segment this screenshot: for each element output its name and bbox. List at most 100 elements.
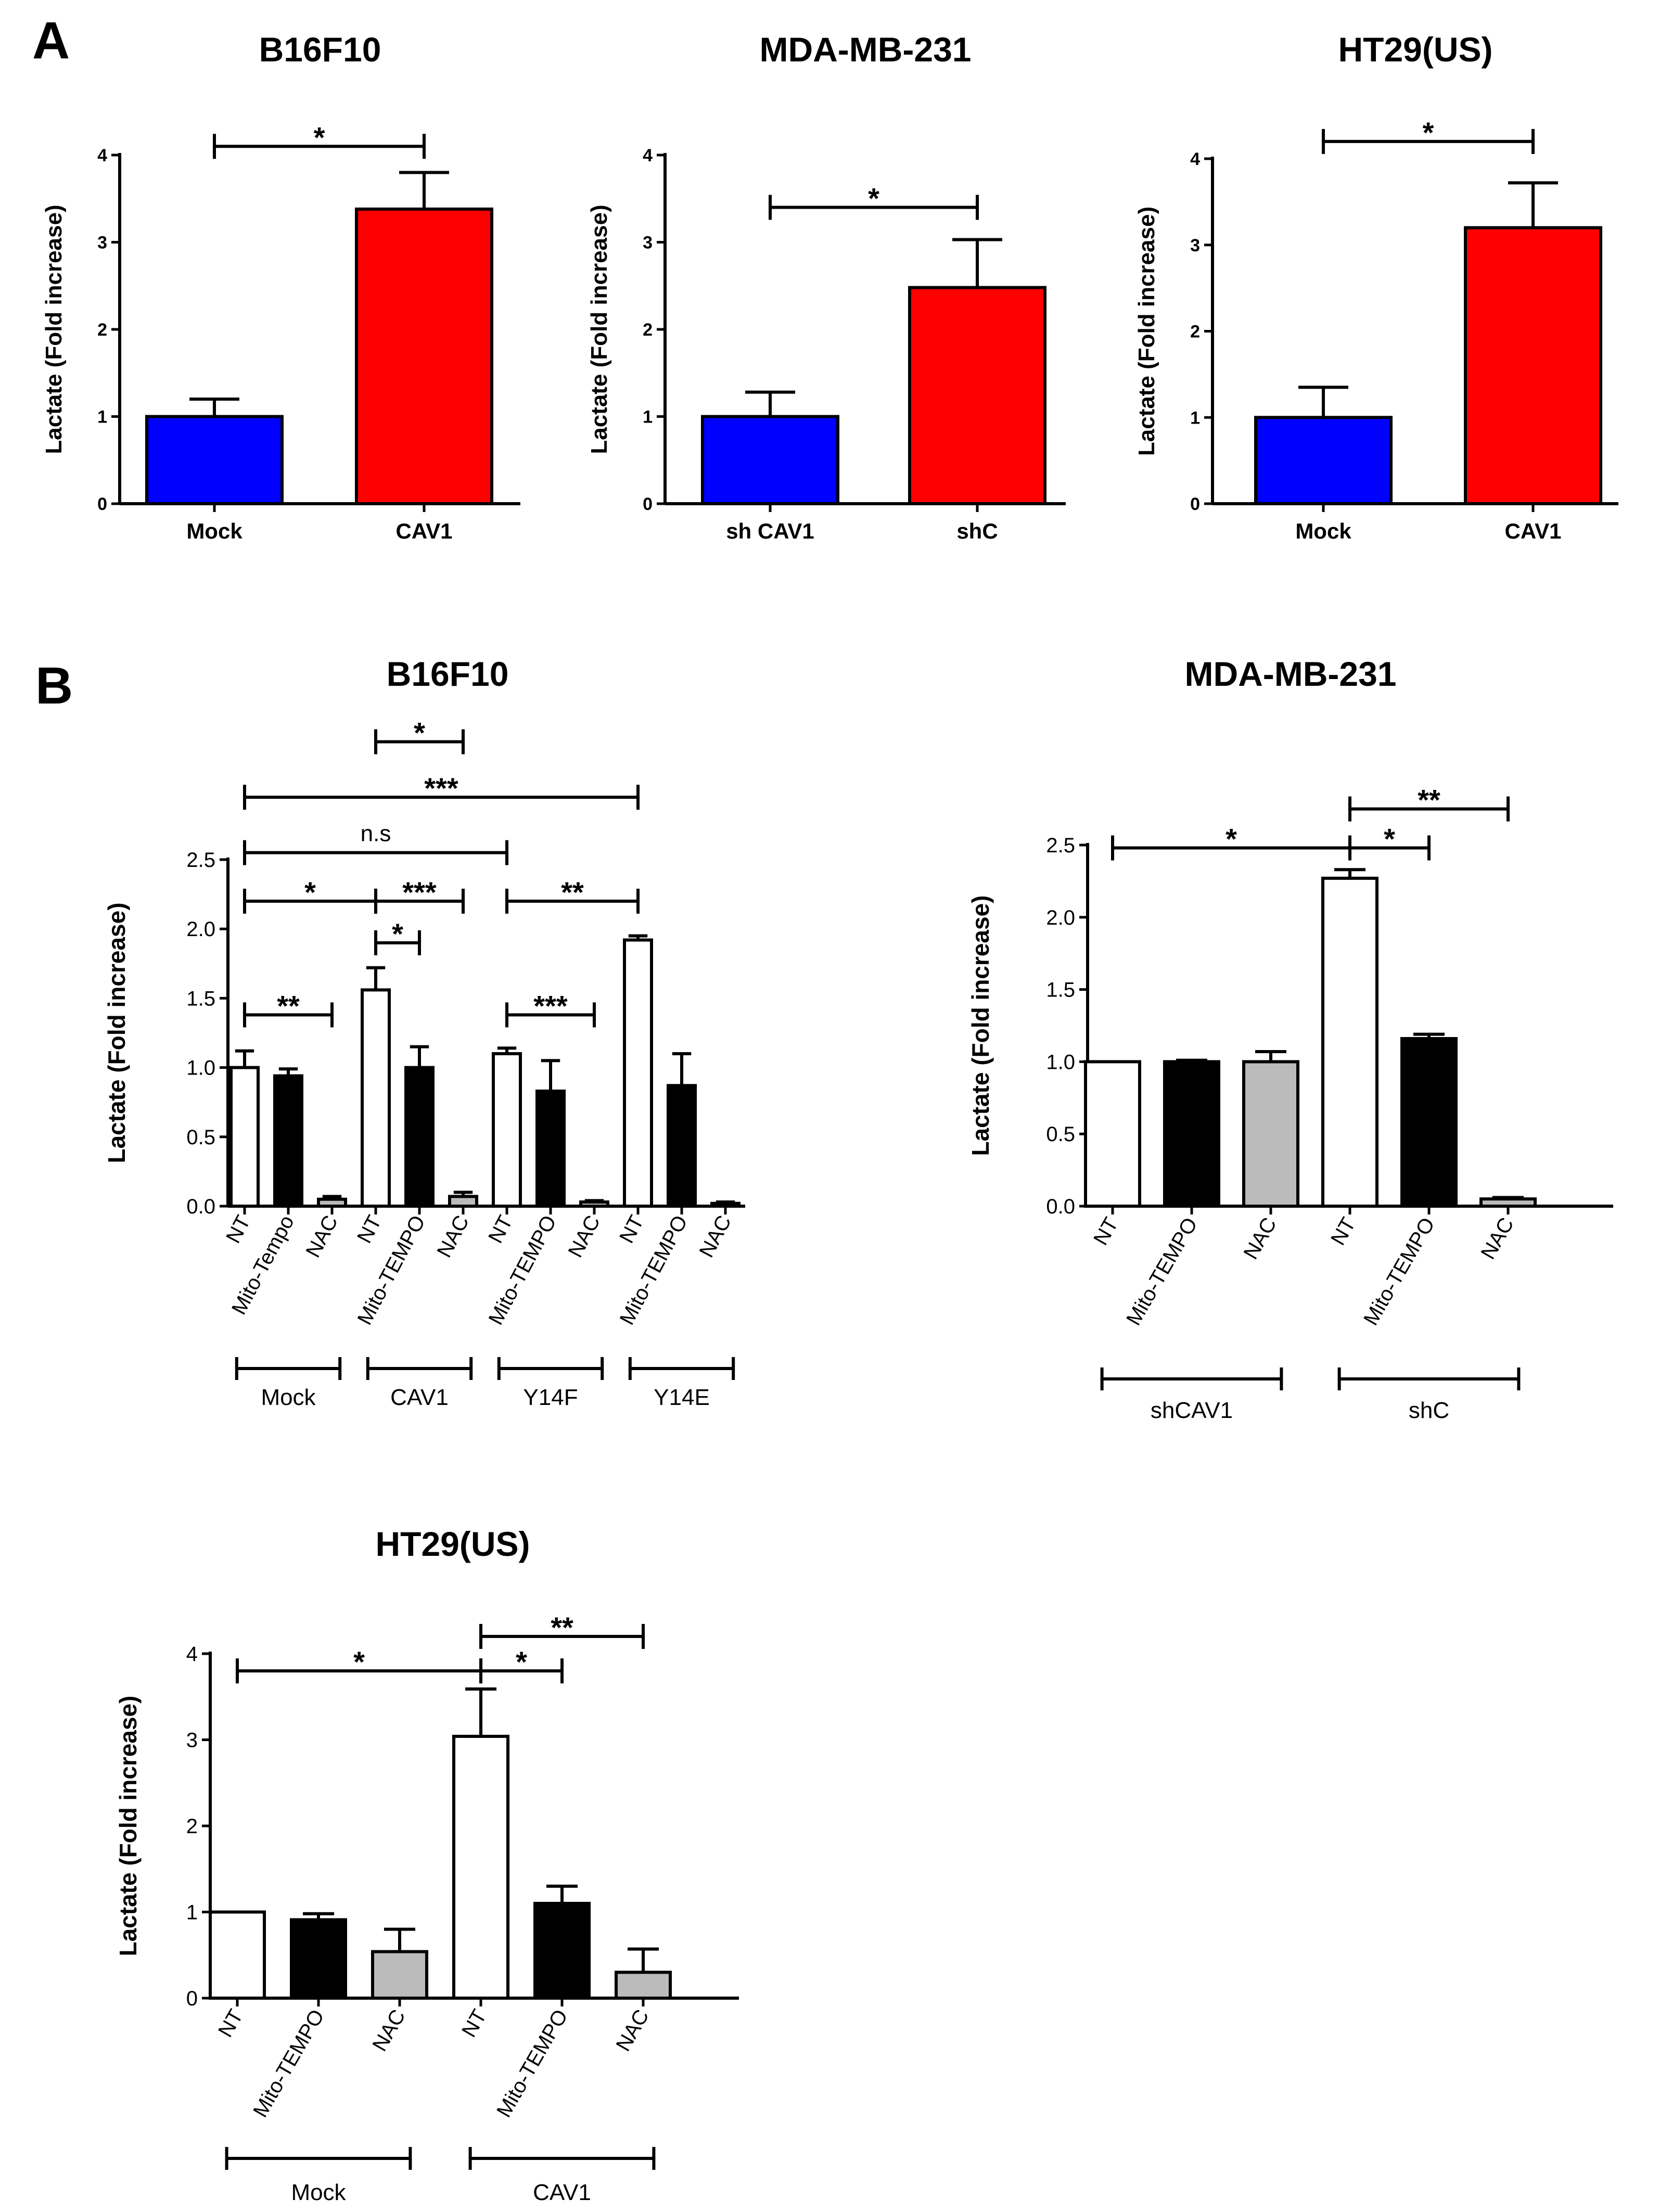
- bar: [533, 1901, 591, 2000]
- y-axis-label: Lactate (Fold increase): [41, 204, 67, 454]
- chart-a3: HT29(US) Lactate (Fold increase) 0 1 2 3 4 Mock…: [1134, 30, 1618, 543]
- y-tick-label: 1.0: [186, 1057, 215, 1080]
- category-label: NAC: [611, 2006, 653, 2055]
- chart-a1: B16F10 Lactate (Fold increase) 0 1 2 3 4 Mock CA…: [41, 30, 520, 543]
- bar: [579, 1200, 609, 1208]
- y-axis-label: Lactate (Fold increase): [586, 204, 612, 454]
- category-label: NAC: [1239, 1214, 1281, 1263]
- category-label: NT: [615, 1212, 648, 1247]
- y-tick-label: 1: [643, 407, 653, 427]
- significance-label: *: [314, 121, 325, 154]
- bar: [710, 1201, 741, 1208]
- category-label: NT: [457, 2006, 491, 2041]
- y-tick-label: 1: [186, 1901, 198, 1924]
- bar: [448, 1195, 478, 1208]
- y-tick-label: 3: [1190, 236, 1200, 255]
- bar: [355, 207, 493, 506]
- category-label: NT: [484, 1212, 517, 1247]
- y-tick-label: 2.5: [1046, 834, 1075, 857]
- bar: [1479, 1197, 1537, 1208]
- chart-title: HT29(US): [375, 1525, 530, 1563]
- bar: [623, 938, 653, 1208]
- group-label: Y14E: [654, 1385, 710, 1410]
- y-tick-label: 0.5: [186, 1126, 215, 1149]
- category-label: Mock: [186, 519, 242, 543]
- category-label: NAC: [432, 1212, 473, 1261]
- y-axis-label: Lactate (Fold increase): [1134, 207, 1159, 456]
- significance-label: *: [516, 1645, 527, 1678]
- y-tick-label: 0: [97, 494, 107, 514]
- y-tick-label: 0.5: [1046, 1123, 1075, 1146]
- category-label: NAC: [368, 2006, 410, 2055]
- chart-b2: MDA-MB-231 Lactate (Fold increase) 0.0 0.5 1…: [967, 655, 1613, 1423]
- bar: [1242, 1060, 1299, 1208]
- bar: [615, 1971, 672, 2000]
- significance-label: **: [561, 876, 584, 909]
- y-tick-label: 2: [97, 320, 107, 340]
- significance-label: *: [1423, 116, 1434, 149]
- significance-label: *: [392, 917, 403, 950]
- category-label: Mito-TEMPO: [1122, 1214, 1202, 1329]
- y-tick-label: 1: [1190, 408, 1200, 428]
- category-label: CAV1: [396, 519, 453, 543]
- chart-title: B16F10: [387, 655, 509, 693]
- bar: [667, 1084, 697, 1208]
- category-label: NAC: [564, 1212, 604, 1261]
- group-label: CAV1: [390, 1385, 449, 1410]
- y-tick-label: 2.5: [186, 849, 215, 872]
- significance-label: *: [304, 876, 316, 909]
- y-axis-label: Lactate (Fold increase): [967, 895, 994, 1156]
- bar: [1084, 1060, 1141, 1208]
- group-label: shCAV1: [1151, 1398, 1233, 1423]
- significance-label: **: [551, 1611, 573, 1644]
- group-label: shC: [1409, 1398, 1449, 1423]
- bar: [701, 415, 839, 505]
- bar: [229, 1066, 260, 1208]
- significance-label: *: [868, 182, 879, 215]
- bar: [209, 1910, 266, 2000]
- panel-label-a: A: [32, 11, 70, 70]
- chart-title: MDA-MB-231: [1184, 655, 1396, 693]
- chart-title: B16F10: [259, 30, 381, 69]
- category-label: Mito-TEMPO: [249, 2006, 329, 2121]
- y-tick-label: 0.0: [1046, 1195, 1075, 1218]
- y-tick-label: 3: [643, 233, 653, 253]
- bar: [1321, 876, 1379, 1208]
- y-tick-label: 0.0: [186, 1195, 215, 1218]
- y-tick-label: 1: [97, 407, 107, 427]
- y-tick-label: 0: [1190, 494, 1200, 514]
- category-label: Mito-TEMPO: [1359, 1214, 1439, 1329]
- y-tick-label: 4: [186, 1643, 198, 1666]
- category-label: NT: [1326, 1214, 1360, 1249]
- y-tick-label: 2: [643, 320, 653, 340]
- category-label: CAV1: [1505, 519, 1562, 543]
- bar: [290, 1918, 347, 2000]
- y-tick-label: 0: [186, 1987, 198, 2010]
- bar: [404, 1066, 435, 1208]
- significance-label: *: [1226, 823, 1237, 855]
- chart-b1: B16F10 Lactate (Fold increase) 0.0 0.5 1.0 1.…: [103, 655, 745, 1410]
- bar: [535, 1089, 566, 1208]
- y-tick-label: 4: [643, 146, 653, 165]
- chart-a2: MDA-MB-231 Lactate (Fold increase) 0 1 2 3 4 sh…: [586, 30, 1066, 543]
- y-axis-label: Lactate (Fold increase): [103, 902, 130, 1163]
- y-axis-label: Lactate (Fold increase): [114, 1695, 142, 1956]
- significance-label: **: [1418, 784, 1440, 816]
- category-label: NT: [1089, 1214, 1123, 1249]
- y-tick-label: 2.0: [186, 918, 215, 941]
- category-label: Mock: [1295, 519, 1351, 543]
- group-label: CAV1: [533, 2180, 591, 2205]
- y-tick-label: 1.5: [186, 987, 215, 1010]
- y-tick-label: 3: [186, 1729, 198, 1752]
- group-label: Mock: [291, 2180, 346, 2205]
- bar: [452, 1734, 509, 2000]
- bar: [1163, 1060, 1220, 1208]
- category-label: Mito-TEMPO: [492, 2006, 572, 2121]
- y-tick-label: 4: [97, 146, 107, 165]
- bar: [371, 1950, 428, 2000]
- chart-title: HT29(US): [1338, 30, 1492, 69]
- charts: B16F10 Lactate (Fold increase) 0 1 2 3 4 Mock CA…: [41, 30, 1618, 2205]
- chart-title: MDA-MB-231: [759, 30, 971, 69]
